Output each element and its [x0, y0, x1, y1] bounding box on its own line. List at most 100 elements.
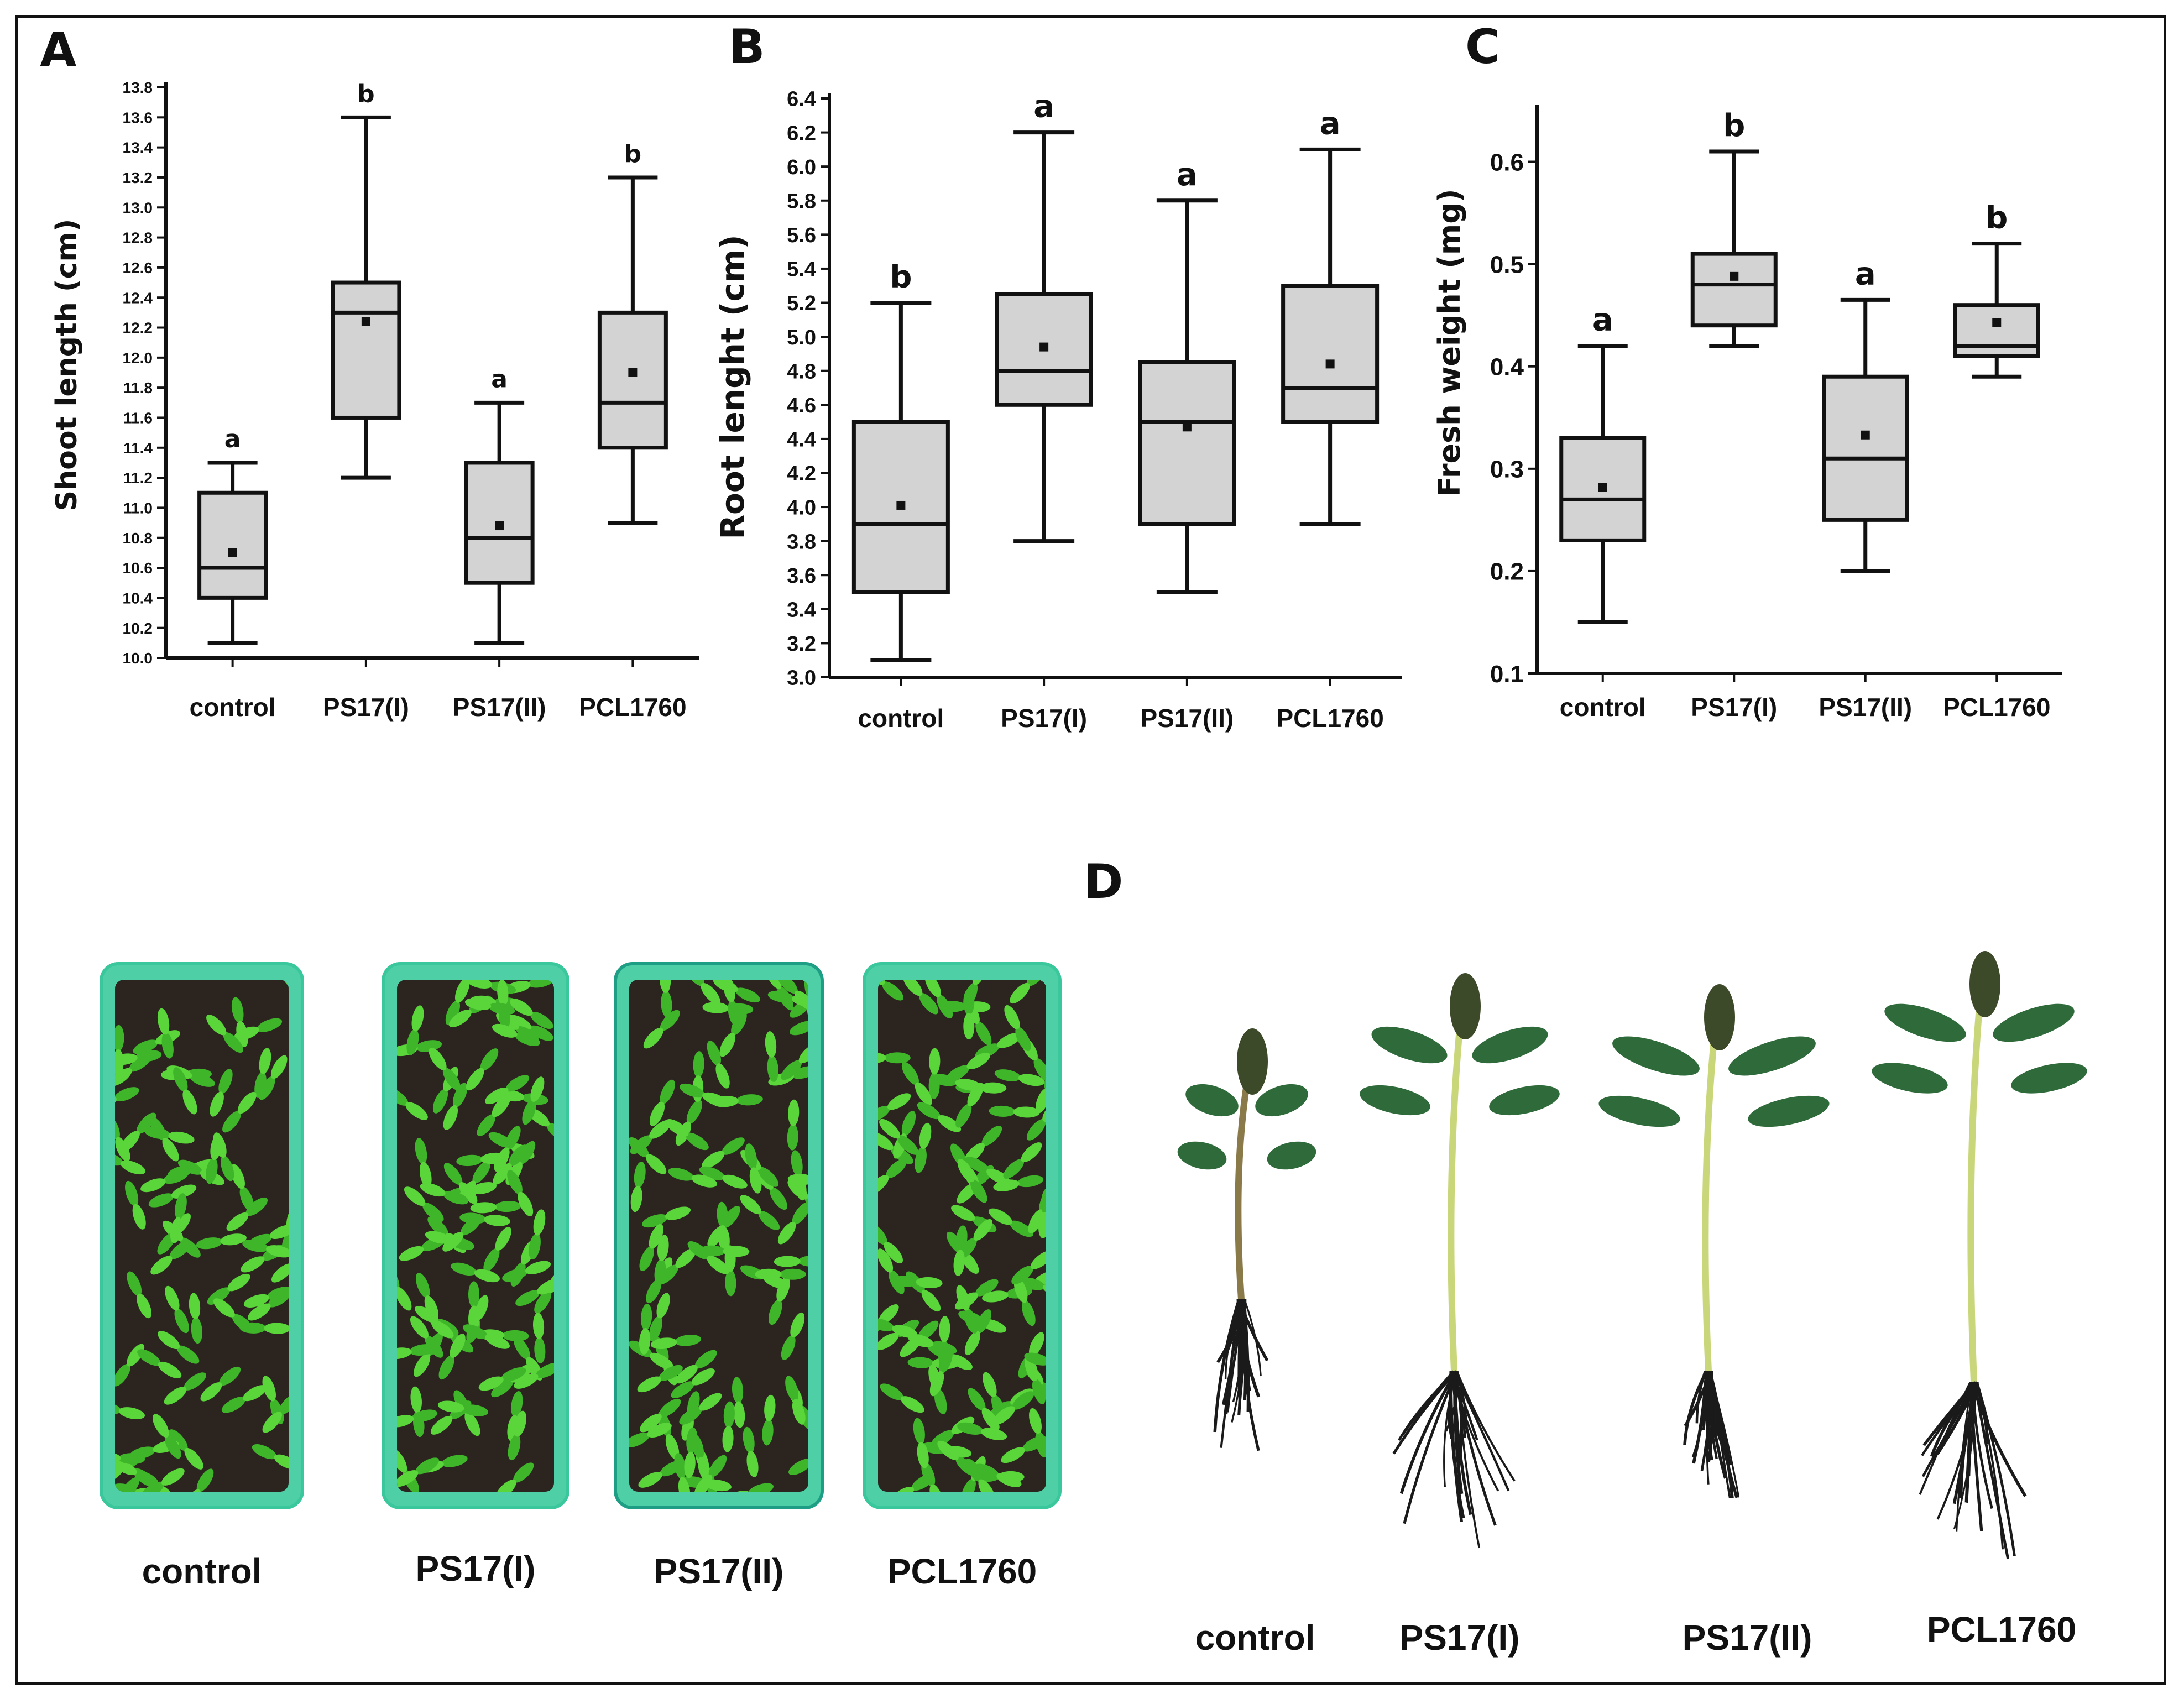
leaf — [404, 1186, 426, 1206]
leaf — [420, 1183, 446, 1197]
leaf — [483, 1248, 500, 1272]
leaf — [443, 1190, 469, 1205]
root — [1971, 1382, 1993, 1509]
box-3: a — [1138, 157, 1236, 594]
leaf — [115, 1087, 139, 1101]
leaf — [1022, 1300, 1036, 1326]
leaf — [702, 1092, 728, 1107]
seedling-leaf-pair — [522, 1076, 545, 1125]
leaf — [425, 1231, 451, 1244]
leaf — [252, 1444, 277, 1460]
leaf — [804, 980, 808, 1000]
seedling-leaf-pair — [478, 1367, 526, 1391]
leaf — [767, 990, 795, 1003]
leaf — [221, 1397, 245, 1413]
leaf — [529, 1233, 541, 1259]
seedling-leaf-pair — [529, 1209, 546, 1259]
seedling-leaf-pair — [1026, 1100, 1046, 1141]
seedling-leaf-pair — [404, 1186, 444, 1222]
leaf — [728, 1000, 740, 1027]
y-tick-label: 6.0 — [787, 156, 816, 179]
leaf — [705, 1480, 732, 1492]
seedling-leaf-pair — [878, 1093, 911, 1122]
leaf — [153, 1414, 169, 1438]
leaf — [165, 1285, 180, 1311]
mean-marker — [1325, 359, 1335, 369]
y-tick-label: 11.2 — [123, 469, 153, 487]
leaf — [748, 1483, 774, 1492]
leaf — [174, 1308, 189, 1334]
leaf — [115, 1483, 138, 1492]
seedling-leaf-pair — [913, 1418, 929, 1468]
seedling-leaf-pair — [637, 1365, 683, 1393]
leaf — [734, 1401, 745, 1428]
seedling-4 — [1872, 951, 2087, 1560]
leaf — [489, 1002, 515, 1015]
seedling-leaf-pair — [755, 1268, 806, 1280]
leaf — [133, 1039, 158, 1054]
leaf — [885, 1158, 907, 1179]
leaf — [170, 1217, 182, 1243]
leaf — [989, 1401, 1013, 1418]
x-tick-label: PS17(I) — [323, 693, 409, 722]
leaf — [964, 1308, 978, 1334]
seedling-leaf-pair — [953, 1225, 968, 1276]
seedling-leaf-pair — [1011, 1251, 1046, 1284]
leaf — [781, 1060, 802, 1080]
leaf — [485, 1334, 510, 1349]
leaf — [441, 1455, 468, 1467]
leaf — [515, 1032, 540, 1046]
seedling-leaf-pair — [649, 1293, 670, 1342]
leaf — [247, 1303, 271, 1321]
seedling-leaf-pair — [639, 1398, 681, 1433]
seedling-leaf-pair — [901, 1062, 932, 1106]
leaf — [746, 1451, 759, 1477]
leaf — [1237, 1028, 1268, 1095]
leaf — [685, 980, 704, 986]
leaf — [221, 1156, 234, 1182]
leaf — [464, 1412, 480, 1436]
leaf — [157, 1008, 170, 1035]
seedling-leaf-pair — [532, 1313, 546, 1364]
leaf — [135, 1050, 162, 1062]
tray-ps17-i — [382, 962, 569, 1509]
leaf — [719, 1032, 736, 1057]
leaf — [452, 1083, 468, 1108]
leaf — [1038, 1211, 1046, 1238]
leaf — [1011, 1266, 1034, 1284]
leaf — [665, 1119, 689, 1137]
leaf — [397, 1415, 414, 1428]
leaf — [405, 1102, 428, 1120]
leaf — [239, 1322, 267, 1334]
leaf — [522, 1099, 536, 1125]
leaf — [702, 1151, 725, 1169]
box-2: a — [995, 89, 1093, 543]
seedling-leaf-pair — [974, 1463, 1022, 1487]
root — [1930, 1381, 1977, 1457]
seedling-leaf-pair — [438, 1334, 466, 1380]
seedling-leaf-pair — [397, 1088, 428, 1120]
seedling-leaf-pair — [732, 1377, 745, 1428]
seedling-caption-ps17-i: PS17(I) — [1399, 1618, 1520, 1658]
panel-label-a: A — [40, 23, 77, 78]
leaf — [939, 1316, 950, 1343]
seedling-leaf-pair — [170, 1193, 187, 1243]
leaf — [254, 1071, 267, 1098]
leaf — [957, 1422, 984, 1435]
leaf — [515, 1290, 540, 1306]
seedling-leaf-pair — [687, 1241, 729, 1274]
leaf — [884, 1052, 911, 1064]
leaf — [427, 1216, 448, 1237]
tray-caption-pcl1760: PCL1760 — [887, 1551, 1037, 1591]
seedling-leaf-pair — [493, 1144, 528, 1185]
seedling-leaf-pair — [937, 1440, 978, 1476]
leaf — [767, 1055, 778, 1082]
leaf — [787, 1179, 808, 1200]
leaf — [707, 1225, 726, 1248]
leaf — [200, 1382, 222, 1402]
seedling-leaf-pair — [878, 1158, 907, 1195]
tray-pcl1760 — [863, 962, 1062, 1509]
leaf — [1010, 1220, 1033, 1237]
leaf — [430, 1415, 453, 1435]
